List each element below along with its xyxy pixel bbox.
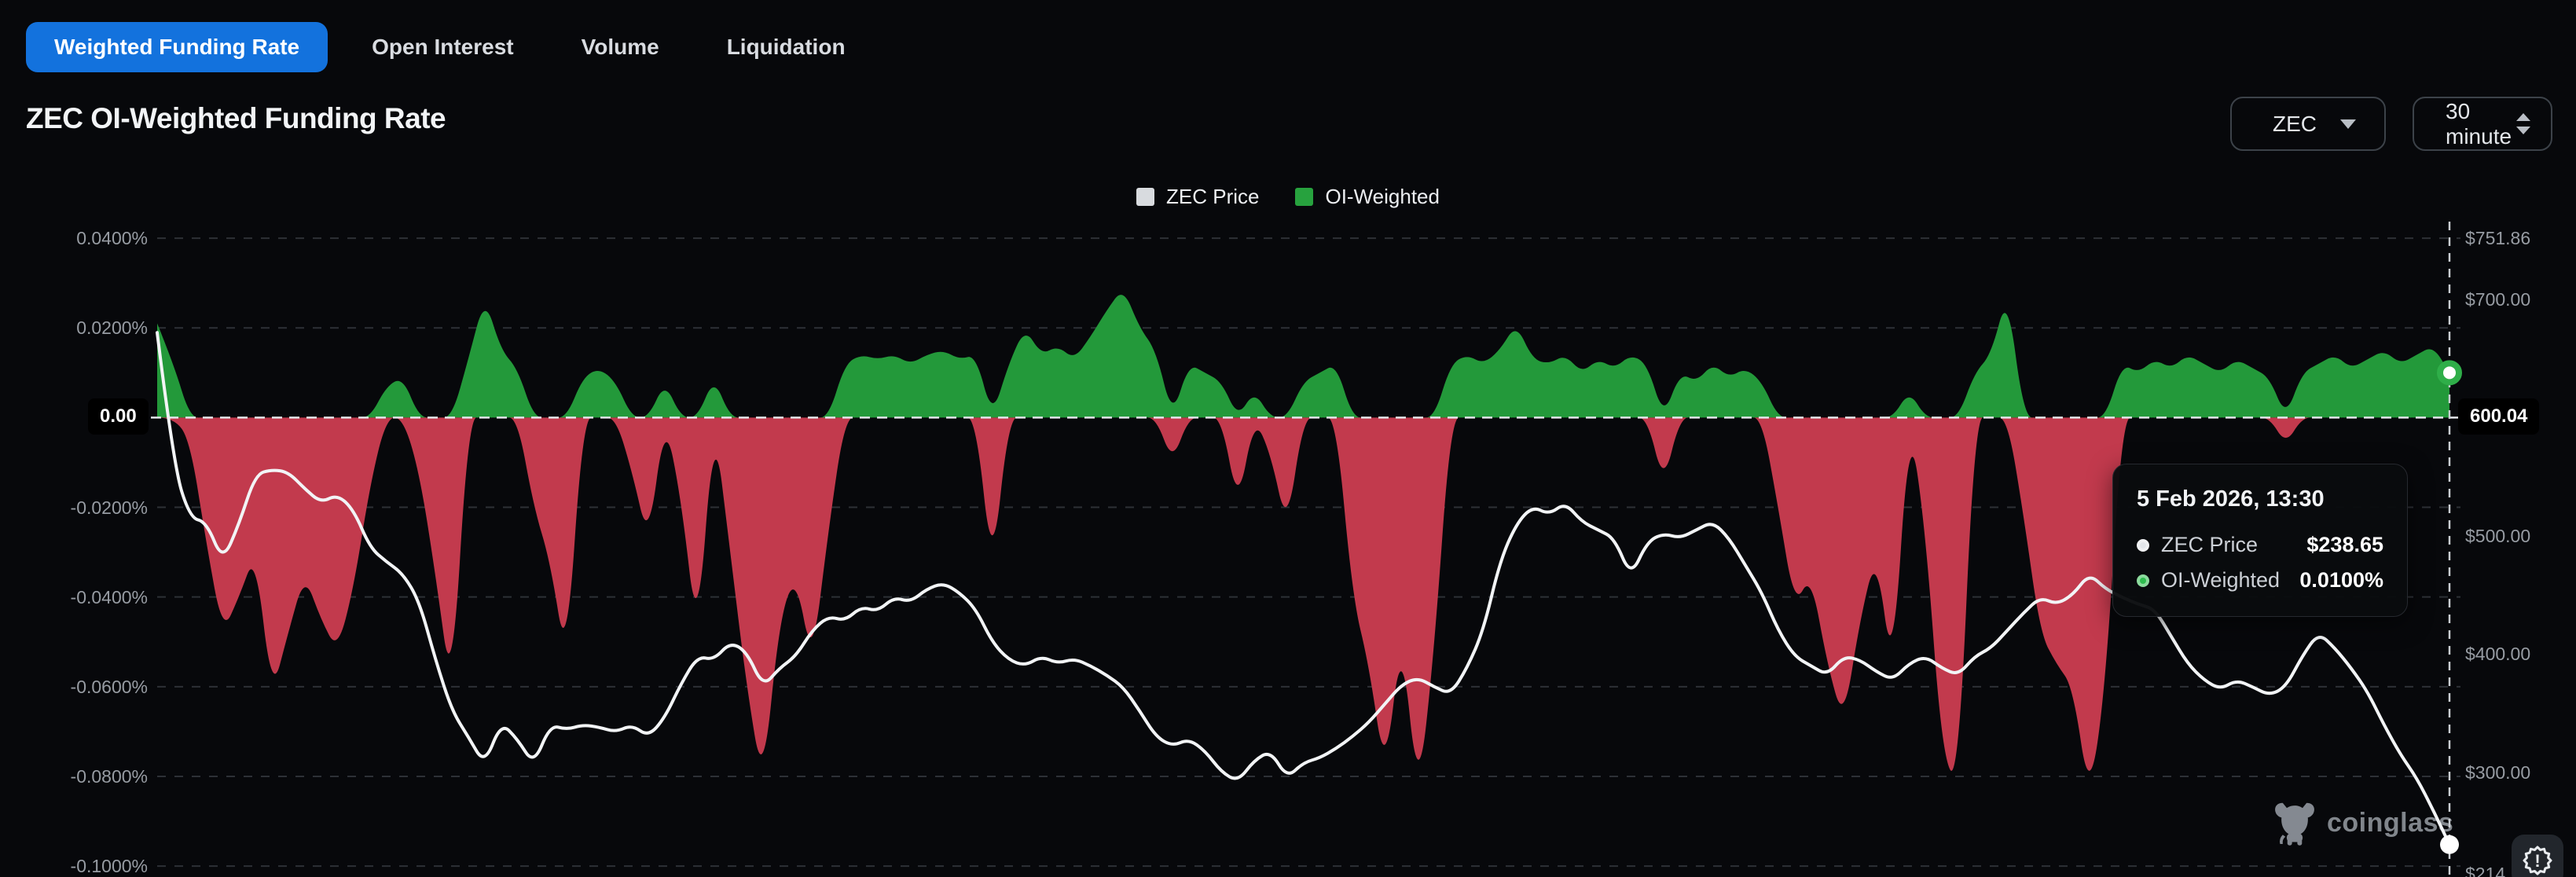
legend-item-zec-price[interactable]: ZEC Price [1136, 185, 1259, 209]
left-axis-tick: -0.0600% [70, 676, 148, 697]
legend-label: OI-Weighted [1325, 185, 1440, 208]
tooltip-series-label: OI-Weighted [2161, 568, 2281, 592]
chevron-up-down-icon [2516, 113, 2530, 134]
legend-swatch [1295, 188, 1314, 206]
legend-swatch [1136, 188, 1155, 206]
tab-open-interest[interactable]: Open Interest [372, 35, 514, 59]
interval-select-value: 30 minute [2446, 98, 2512, 149]
tooltip-row-zec-price: ZEC Price $238.65 [2137, 533, 2383, 557]
right-axis-tick: $300.00 [2465, 761, 2531, 783]
left-axis-tick: -0.0200% [70, 497, 148, 518]
price-current-axis-pill: 600.04 [2458, 398, 2540, 435]
legend-label: ZEC Price [1166, 185, 1260, 208]
left-axis-tick: -0.1000% [70, 856, 148, 877]
right-axis-tick: $751.86 [2465, 228, 2531, 249]
left-axis-tick: 0.0200% [76, 317, 148, 339]
tooltip-series-label: ZEC Price [2161, 533, 2259, 556]
tooltip-series-value: 0.0100% [2299, 568, 2383, 592]
series-dot-icon [2137, 574, 2149, 587]
tooltip-date: 5 Feb 2026, 13:30 [2137, 486, 2325, 512]
right-axis-tick: $214 [2465, 863, 2506, 877]
chart-tooltip: 5 Feb 2026, 13:30 ZEC Price $238.65 OI-Wei… [2112, 464, 2408, 617]
series-dot-icon [2137, 538, 2149, 552]
legend-item-oi-weighted[interactable]: OI-Weighted [1295, 185, 1440, 209]
right-axis-tick: $500.00 [2465, 525, 2531, 546]
left-axis-tick: 0.0400% [76, 228, 148, 249]
svg-text:!: ! [2534, 851, 2540, 871]
watermark-text: coinglass [2327, 807, 2454, 838]
symbol-select-value: ZEC [2273, 111, 2317, 136]
right-axis-tick: $700.00 [2465, 289, 2531, 310]
tab-liquidation[interactable]: Liquidation [726, 35, 846, 59]
symbol-select[interactable]: ZEC [2230, 97, 2386, 151]
tooltip-series-value: $238.65 [2306, 533, 2383, 556]
page-title: ZEC OI-Weighted Funding Rate [26, 102, 446, 134]
chevron-down-icon [2340, 119, 2356, 129]
interval-select[interactable]: 30 minute [2413, 97, 2552, 151]
bull-icon [2275, 802, 2314, 846]
alert-badge-button[interactable]: ! [2512, 835, 2563, 877]
tab-weighted-funding-rate[interactable]: Weighted Funding Rate [26, 22, 328, 72]
alert-badge-icon: ! [2523, 846, 2552, 875]
left-axis-tick: -0.0800% [70, 765, 148, 787]
tooltip-row-oi-weighted: OI-Weighted 0.0100% [2137, 568, 2383, 593]
coinglass-watermark: coinglass [2273, 800, 2453, 846]
tab-bar: Weighted Funding Rate Open Interest Volume… [26, 22, 869, 72]
left-axis-tick: -0.0400% [70, 586, 148, 607]
right-axis-tick: $400.00 [2465, 644, 2531, 665]
chart-legend: ZEC Price OI-Weighted [0, 185, 2576, 209]
funding-zero-axis-pill: 0.00 [88, 398, 149, 435]
tab-volume[interactable]: Volume [581, 35, 659, 59]
